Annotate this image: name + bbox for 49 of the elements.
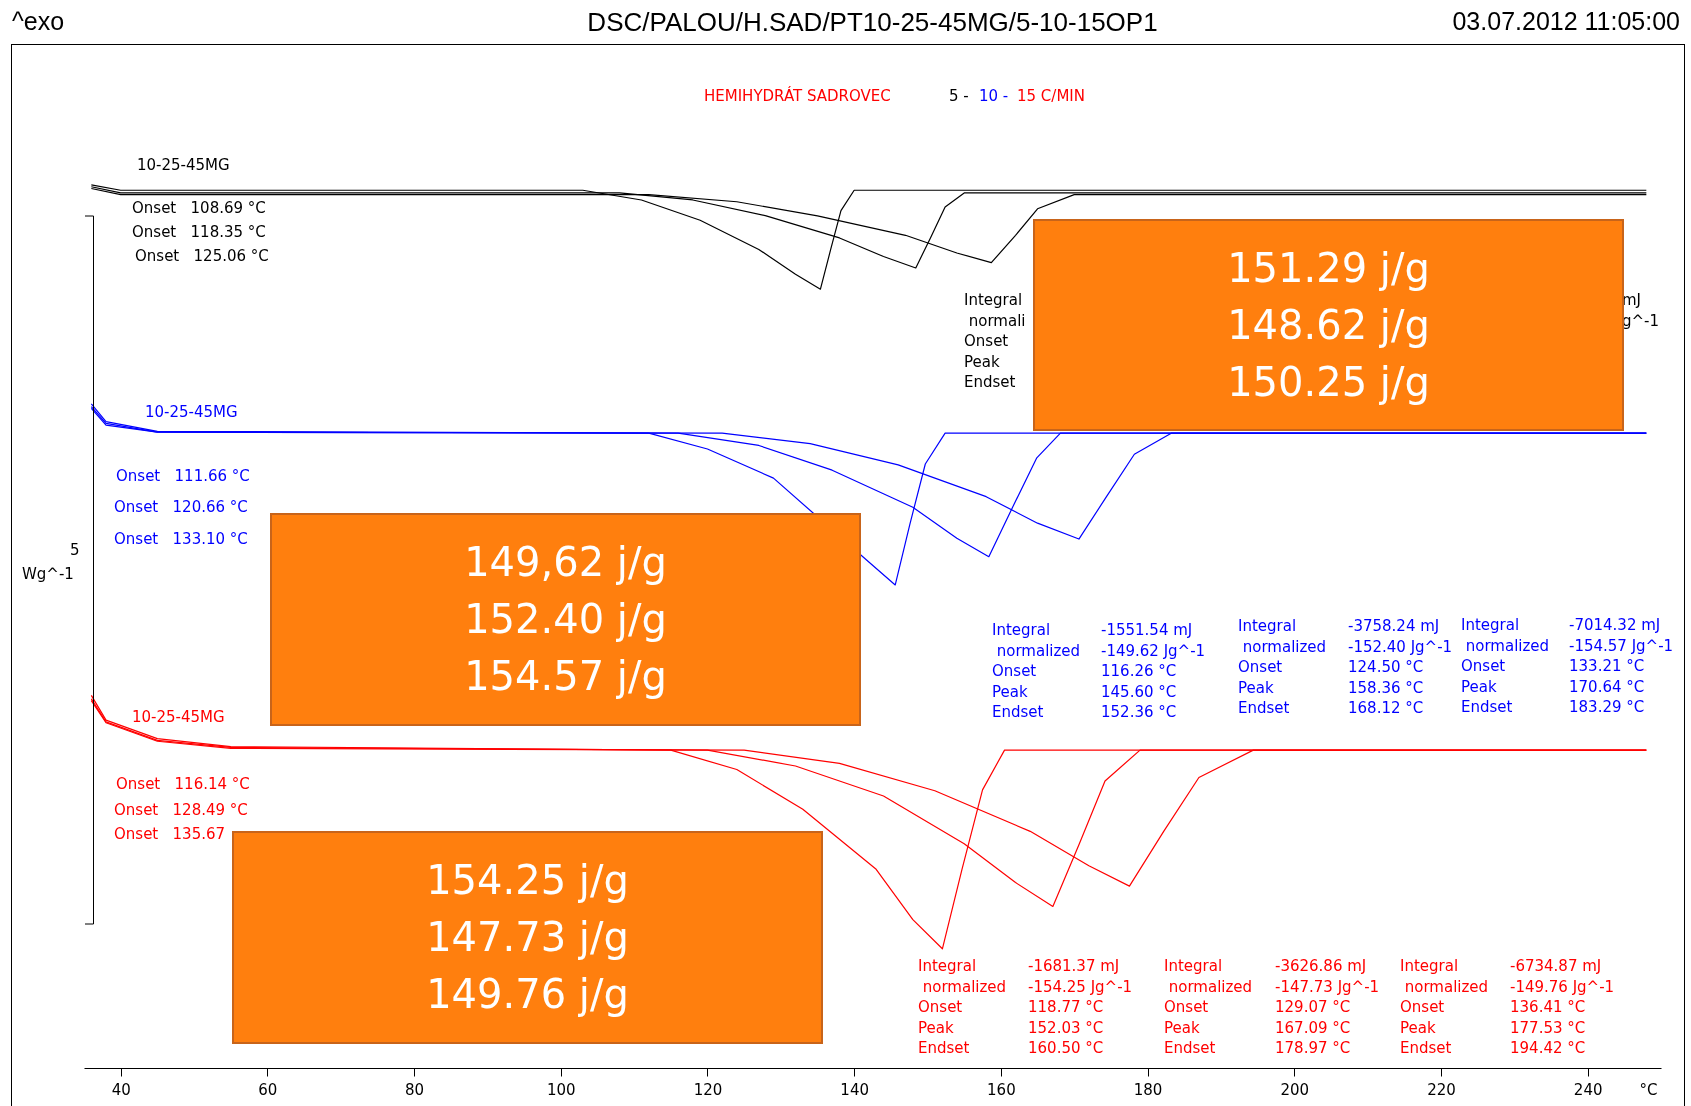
annotation: -7014.32 mJ -154.57 Jg^-1 133.21 °C 170.64 °C 183.29 °C <box>1569 615 1674 718</box>
series-label: 10-25-45MG <box>137 155 230 176</box>
annotation: Onset 120.66 °C <box>114 497 248 518</box>
annotation: Integral normalized Onset Peak Endset <box>1400 956 1489 1059</box>
x-tick-label: 100 <box>546 1080 576 1099</box>
annotation: -1681.37 mJ -154.25 Jg^-1 118.77 °C 152.03 °C 160.50 °C <box>1028 956 1133 1059</box>
annotation: -3758.24 mJ -152.40 Jg^-1 124.50 °C 158.36 °C 168.12 °C <box>1348 616 1453 719</box>
text: Wg^-1 <box>22 564 74 585</box>
annotation: Onset 111.66 °C <box>116 466 250 487</box>
annotation: Integral normalized Onset Peak Endset <box>1164 956 1253 1059</box>
x-tick-label: 140 <box>840 1080 869 1099</box>
text: 15 C/MIN <box>1017 86 1085 107</box>
x-tick-label: 240 <box>1573 1080 1603 1099</box>
text: 5 - <box>949 86 969 107</box>
label-box: 149,62 j/g 152.40 j/g 154.57 j/g <box>270 513 861 726</box>
text: HEMIHYDRÁT SADROVEC <box>704 86 891 107</box>
annotation: Onset 135.67 <box>114 824 226 845</box>
x-tick-label: 200 <box>1280 1080 1310 1099</box>
text: 10 - <box>979 86 1009 107</box>
text: 03.07.2012 11:05:00 <box>1452 6 1680 37</box>
annotation: -1551.54 mJ -149.62 Jg^-1 116.26 °C 145.60 °C 152.36 °C <box>1101 620 1206 723</box>
annotation: Onset 125.06 °C <box>135 246 269 267</box>
series-label: 10-25-45MG <box>145 402 238 423</box>
annotation: Integral normalized Onset Peak Endset <box>1238 616 1327 719</box>
annotation: Onset 133.10 °C <box>114 529 248 550</box>
series-label: 10-25-45MG <box>132 707 225 728</box>
annotation: -6734.87 mJ -149.76 Jg^-1 136.41 °C 177.53 °C 194.42 °C <box>1510 956 1615 1059</box>
annotation: Onset 108.69 °C <box>132 198 266 219</box>
chart-title: DSC/PALOU/H.SAD/PT10-25-45MG/5-10-15OP1 <box>587 7 1158 37</box>
annotation: Integral normalized Onset Peak Endset <box>1461 615 1550 718</box>
annotation: Onset 128.49 °C <box>114 800 248 821</box>
x-tick-label: 80 <box>405 1080 425 1099</box>
x-tick-label: 160 <box>987 1080 1016 1099</box>
annotation: Integral normalized Onset Peak Endset <box>992 620 1081 723</box>
label-box: 154.25 j/g 147.73 j/g 149.76 j/g <box>232 831 823 1044</box>
label-box: 151.29 j/g 148.62 j/g 150.25 j/g <box>1033 219 1624 431</box>
x-tick-label: 120 <box>693 1080 723 1099</box>
text: ^exo <box>12 6 65 37</box>
annotation: -3626.86 mJ -147.73 Jg^-1 129.07 °C 167.09 °C 178.97 °C <box>1275 956 1380 1059</box>
x-tick-label: 60 <box>258 1080 278 1099</box>
annotation: Integral normali Onset Peak Endset <box>964 290 1026 393</box>
annotation: Onset 118.35 °C <box>132 222 266 243</box>
text: 5 <box>70 540 80 561</box>
x-tick-label: 220 <box>1427 1080 1456 1099</box>
x-tick-label: 180 <box>1133 1080 1163 1099</box>
annotation: Onset 116.14 °C <box>116 774 250 795</box>
x-axis-title: °C <box>1639 1080 1658 1099</box>
annotation: Integral normalized Onset Peak Endset <box>918 956 1007 1059</box>
x-tick-label: 40 <box>111 1080 131 1099</box>
